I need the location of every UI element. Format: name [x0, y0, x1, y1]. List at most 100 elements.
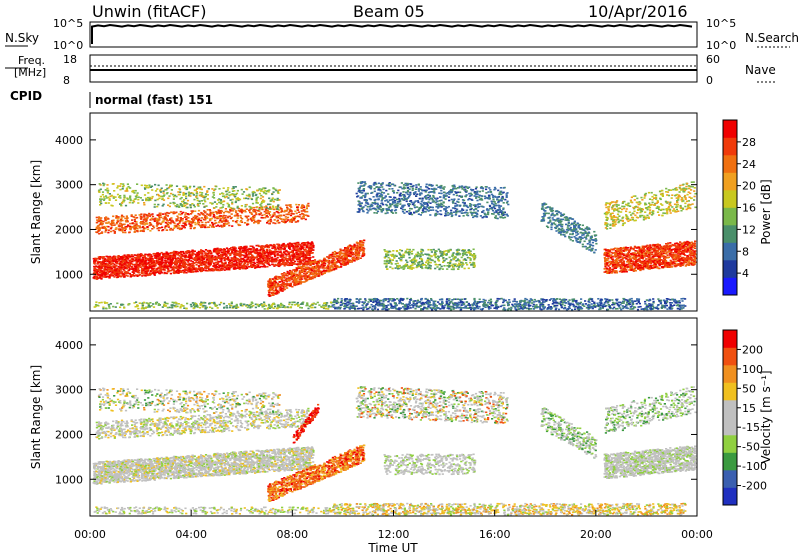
range-cell: [172, 221, 175, 224]
range-cell: [153, 255, 156, 257]
range-cell: [267, 290, 270, 292]
range-cell: [288, 258, 292, 260]
range-cell: [149, 265, 152, 268]
range-cell: [199, 191, 202, 194]
range-cell: [269, 288, 272, 290]
range-cell: [184, 185, 187, 188]
range-cell: [203, 258, 206, 260]
range-cell: [279, 260, 282, 262]
range-cell: [152, 226, 156, 229]
range-cell: [158, 222, 161, 224]
range-cell: [254, 249, 258, 252]
range-cell: [192, 192, 195, 195]
range-cell: [208, 264, 211, 266]
range-cell: [256, 259, 259, 261]
range-cell: [311, 242, 314, 244]
range-cell: [261, 248, 265, 251]
range-cell: [306, 268, 309, 270]
range-cell: [256, 255, 259, 257]
range-cell: [354, 249, 357, 252]
range-cell: [147, 258, 150, 260]
range-cell: [329, 268, 332, 271]
range-cell: [287, 211, 290, 214]
range-cell: [166, 259, 170, 261]
range-cell: [129, 227, 133, 229]
range-cell: [302, 213, 305, 216]
range-cell: [168, 270, 171, 272]
range-cell: [276, 199, 279, 201]
range-cell: [123, 259, 126, 261]
range-cell: [179, 258, 182, 260]
range-cell: [296, 281, 300, 284]
range-cell: [194, 259, 198, 261]
range-cell: [201, 224, 204, 227]
range-cell: [129, 274, 132, 276]
range-cell: [238, 253, 241, 255]
range-cell: [185, 263, 188, 266]
range-cell: [193, 262, 196, 264]
range-cell: [265, 215, 268, 217]
range-cell: [173, 224, 176, 227]
range-cell: [143, 223, 146, 226]
range-cell: [216, 217, 219, 220]
range-cell: [276, 216, 279, 219]
range-cell: [335, 266, 338, 268]
range-cell: [143, 216, 146, 218]
range-cell: [269, 208, 272, 210]
range-cell: [106, 269, 109, 272]
range-cell: [112, 259, 115, 261]
range-cell: [286, 251, 289, 253]
range-cell: [290, 221, 293, 223]
range-cell: [163, 272, 166, 275]
range-cell: [268, 222, 271, 225]
range-cell: [101, 261, 104, 263]
range-cell: [276, 243, 279, 246]
range-cell: [121, 228, 124, 231]
range-cell: [295, 256, 298, 259]
range-cell: [274, 251, 277, 253]
range-cell: [153, 220, 156, 222]
range-cell: [198, 194, 201, 197]
range-cell: [181, 220, 184, 222]
range-cell: [179, 213, 182, 216]
range-cell: [295, 275, 298, 278]
range-cell: [107, 258, 110, 261]
range-cell: [279, 259, 282, 261]
range-cell: [99, 200, 102, 202]
range-cell: [166, 187, 169, 190]
range-cell: [267, 285, 270, 288]
range-cell: [212, 256, 215, 259]
range-cell: [190, 253, 193, 255]
range-cell: [272, 293, 275, 296]
range-cell: [109, 227, 112, 230]
range-cell: [287, 244, 290, 247]
range-cell: [100, 232, 104, 234]
range-cell: [312, 262, 315, 264]
range-cell: [333, 261, 336, 264]
range-cell: [251, 250, 254, 253]
range-cell: [257, 264, 260, 267]
range-cell: [314, 275, 317, 277]
range-cell: [291, 285, 294, 288]
range-cell: [125, 257, 128, 259]
range-cell: [179, 198, 182, 200]
range-cell: [101, 191, 105, 193]
range-cell: [253, 264, 256, 267]
range-cell: [110, 273, 113, 275]
range-cell: [229, 266, 232, 268]
range-cell: [292, 261, 295, 264]
range-cell: [146, 228, 150, 231]
range-cell: [310, 271, 313, 274]
range-cell: [320, 265, 323, 267]
range-cell: [149, 260, 153, 262]
range-cell: [220, 224, 223, 227]
range-cell: [96, 260, 99, 263]
range-cell: [142, 230, 145, 233]
range-cell: [198, 267, 201, 270]
range-cell: [258, 252, 261, 254]
range-cell: [146, 222, 149, 225]
range-cell: [185, 218, 188, 221]
range-cell: [269, 200, 272, 202]
range-cell: [262, 259, 266, 262]
range-cell: [143, 265, 146, 267]
